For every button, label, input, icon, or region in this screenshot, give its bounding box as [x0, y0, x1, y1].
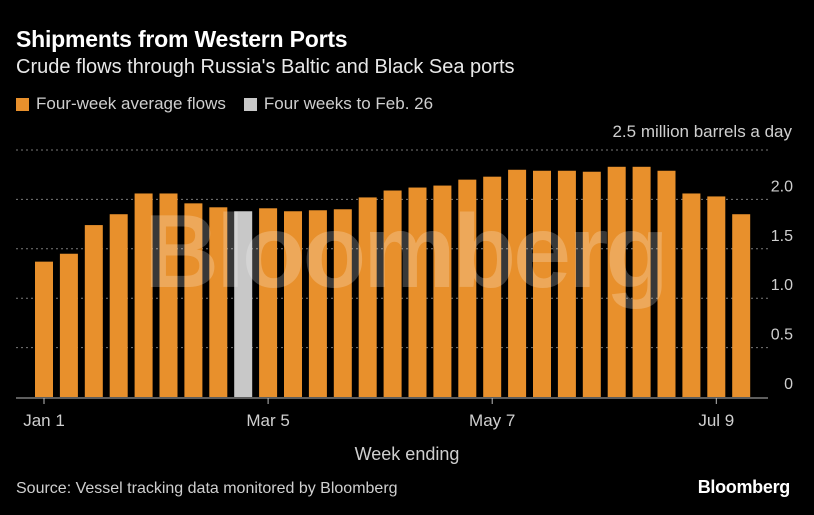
bar — [557, 170, 576, 397]
bar — [184, 203, 203, 397]
x-axis-title: Week ending — [354, 444, 460, 464]
y-tick-label: 0.5 — [771, 327, 793, 344]
legend-swatch-gray — [243, 97, 257, 111]
bar — [582, 171, 601, 397]
x-tick-label: Mar 5 — [246, 411, 289, 430]
bar — [682, 193, 701, 397]
bloomberg-logo: Bloomberg — [697, 477, 791, 497]
bar — [284, 211, 302, 397]
bar — [358, 197, 377, 397]
y-tick-label: 0 — [784, 376, 793, 393]
bar — [632, 166, 651, 397]
bar — [84, 225, 103, 397]
bar — [109, 214, 128, 397]
bar — [732, 214, 751, 397]
bar — [308, 210, 327, 397]
x-tick-label: Jul 9 — [698, 411, 734, 430]
y-axis-unit-label: 2.5 million barrels a day — [612, 122, 792, 141]
chart-subtitle: Crude flows through Russia's Baltic and … — [16, 56, 515, 78]
bar — [607, 166, 626, 397]
y-tick-label: 1.0 — [771, 277, 793, 294]
bar — [533, 170, 551, 397]
bar — [433, 185, 452, 397]
bar — [657, 170, 676, 397]
y-tick-label: 1.5 — [771, 228, 793, 245]
y-tick-label: 2.0 — [771, 178, 793, 195]
legend-label-average: Four-week average flows — [36, 94, 226, 113]
bar — [134, 193, 153, 397]
bar — [707, 196, 726, 397]
bar — [333, 209, 352, 397]
bar — [209, 207, 228, 397]
bar — [508, 169, 527, 397]
bar — [483, 176, 502, 397]
legend: Four-week average flows Four weeks to Fe… — [16, 94, 451, 114]
legend-label-feb26: Four weeks to Feb. 26 — [263, 94, 434, 113]
bar — [259, 208, 278, 397]
bar-highlight — [234, 211, 253, 397]
legend-item-average: Four-week average flows — [16, 94, 226, 114]
bar — [35, 261, 53, 397]
bar — [383, 190, 402, 397]
bar — [159, 193, 178, 397]
x-tick-label: May 7 — [469, 411, 515, 430]
source-note: Source: Vessel tracking data monitored b… — [16, 480, 398, 497]
legend-item-feb26: Four weeks to Feb. 26 — [243, 94, 434, 114]
legend-swatch-orange — [16, 97, 29, 111]
bar — [59, 253, 78, 397]
bar — [408, 187, 427, 397]
watermark-text: Bloomberg — [144, 194, 666, 310]
bar — [458, 179, 477, 397]
x-tick-label: Jan 1 — [23, 411, 65, 430]
chart-title: Shipments from Western Ports — [16, 26, 348, 52]
